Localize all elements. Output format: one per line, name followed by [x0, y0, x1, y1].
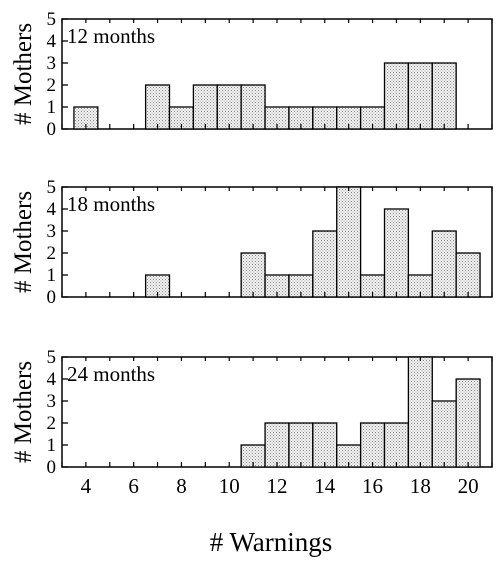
bar-13 [288, 422, 314, 468]
y-axis-label: # Mothers [10, 23, 37, 125]
y-tick-label-0: 0 [47, 457, 57, 478]
y-tick-label-3: 3 [47, 221, 57, 242]
bar-11 [240, 252, 266, 298]
x-axis-label: # Warnings [210, 527, 333, 557]
bar-11 [240, 84, 266, 130]
y-tick-label-2: 2 [47, 243, 57, 264]
bar-9 [192, 84, 218, 130]
bar-17 [383, 62, 410, 130]
x-tick-label-12: 12 [267, 474, 288, 498]
y-tick-label-1: 1 [47, 265, 57, 286]
x-tick-label-10: 10 [219, 474, 240, 498]
bar-19 [431, 62, 457, 130]
bar-17 [383, 422, 410, 468]
y-tick-label-4: 4 [47, 369, 57, 390]
panel-label: 24 months [67, 362, 155, 386]
y-tick-label-2: 2 [47, 413, 57, 434]
y-tick-label-5: 5 [47, 347, 57, 368]
y-tick-label-1: 1 [47, 97, 57, 118]
bar-19 [431, 230, 457, 298]
y-tick-label-5: 5 [47, 177, 57, 198]
bar-16 [359, 422, 386, 468]
bar-7 [144, 84, 171, 130]
x-tick-label-14: 14 [314, 474, 336, 498]
y-tick-label-4: 4 [47, 199, 57, 220]
x-tick-label-18: 18 [410, 474, 431, 498]
bar-10 [216, 84, 242, 130]
y-tick-label-5: 5 [47, 9, 57, 30]
y-tick-label-3: 3 [47, 391, 57, 412]
bar-18 [407, 62, 433, 130]
bar-19 [431, 400, 457, 468]
x-tick-label-16: 16 [362, 474, 383, 498]
bar-14 [312, 422, 338, 468]
panel-label: 12 months [67, 24, 155, 48]
x-tick-label-6: 6 [128, 474, 139, 498]
y-tick-label-3: 3 [47, 53, 57, 74]
bar-14 [312, 230, 338, 298]
y-tick-label-1: 1 [47, 435, 57, 456]
bar-20 [455, 378, 481, 468]
y-tick-label-2: 2 [47, 75, 57, 96]
y-axis-label: # Mothers [10, 361, 37, 463]
bar-20 [455, 252, 481, 298]
x-tick-label-4: 4 [81, 474, 92, 498]
bar-17 [383, 208, 410, 298]
y-tick-label-0: 0 [47, 287, 57, 308]
x-tick-label-20: 20 [458, 474, 479, 498]
bar-18 [407, 356, 433, 468]
x-tick-label-8: 8 [176, 474, 187, 498]
bar-15 [336, 186, 362, 298]
bar-12 [264, 422, 290, 468]
panel-label: 18 months [67, 192, 155, 216]
y-tick-label-4: 4 [47, 31, 57, 52]
y-axis-label: # Mothers [10, 191, 37, 293]
y-tick-label-0: 0 [47, 119, 57, 140]
